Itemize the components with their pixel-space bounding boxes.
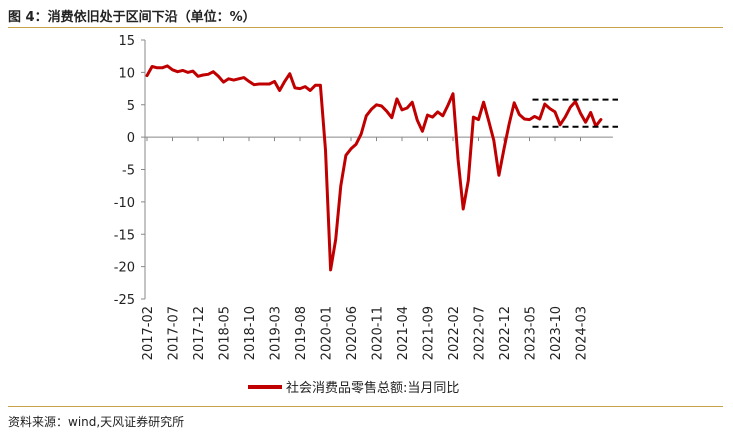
x-tick-label: 2023-10 <box>549 306 564 360</box>
x-tick-label: 2018-05 <box>218 306 233 360</box>
y-tick-label: -20 <box>114 261 135 276</box>
x-tick-label: 2022-12 <box>498 306 513 360</box>
x-tick-label: 2020-11 <box>371 306 386 360</box>
y-tick-label: 5 <box>127 99 135 114</box>
x-tick-label: 2024-03 <box>575 306 590 360</box>
title-rule <box>8 27 723 28</box>
x-tick-label: 2017-12 <box>192 306 207 360</box>
x-tick-label: 2020-06 <box>345 306 360 360</box>
legend-label: 社会消费品零售总额:当月同比 <box>286 380 459 396</box>
x-tick-label: 2018-10 <box>243 306 258 360</box>
series-line <box>145 64 603 272</box>
x-tick-label: 2019-08 <box>294 306 309 360</box>
y-tick-label: 10 <box>118 66 135 81</box>
y-tick-label: 0 <box>127 131 135 146</box>
x-tick-label: 2023-05 <box>524 306 539 360</box>
x-tick-label: 2021-09 <box>422 306 437 360</box>
source-note: 资料来源：wind,天风证券研究所 <box>8 415 185 429</box>
x-tick-label: 2021-04 <box>396 306 411 360</box>
x-tick-label: 2017-02 <box>141 306 156 360</box>
figure-title: 图 4：消费依旧处于区间下沿（单位：%） <box>8 10 256 25</box>
y-tick-label: -15 <box>114 228 135 243</box>
y-tick-label: -5 <box>122 164 135 179</box>
x-tick-label: 2017-07 <box>167 306 182 360</box>
x-tick-label: 2020-01 <box>320 306 335 360</box>
x-tick-label: 2022-07 <box>473 306 488 360</box>
x-tick-label: 2019-03 <box>269 306 284 360</box>
x-tick-label: 2022-02 <box>447 306 462 360</box>
y-tick-label: -10 <box>114 196 135 211</box>
y-tick-label: 15 <box>118 34 135 49</box>
y-tick-label: -25 <box>114 293 135 308</box>
source-rule <box>8 406 723 407</box>
